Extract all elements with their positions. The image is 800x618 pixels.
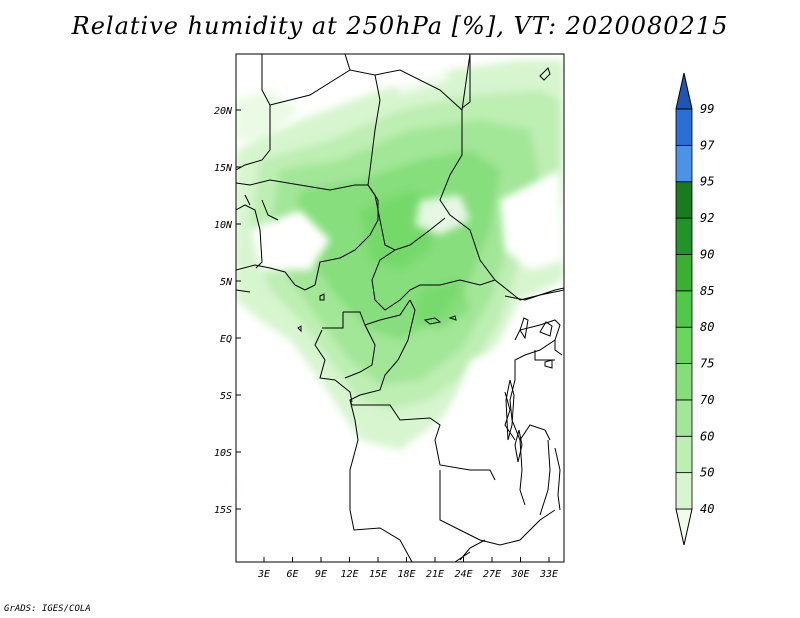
colorbar-label: 70 [700,393,714,407]
lon-tick-label: 3E [257,569,270,580]
lat-tick-label: 10N [214,220,233,231]
map-frame [235,53,565,563]
latitude-axis: 20N 15N 10N 5N EQ 5S 10S 15S [214,106,241,516]
colorbar-band [675,435,693,474]
lon-tick-label: 15E [369,569,387,580]
map-title: Relative humidity at 250hPa [%], VT: 202… [71,12,729,40]
lon-tick-label: 33E [539,569,558,580]
colorbar-high-extension [675,72,693,110]
colorbar-label: 85 [700,284,714,298]
colorbar-label: 50 [700,466,714,480]
colorbar-band [675,326,693,364]
colorbar-band [675,217,693,255]
lat-tick-label: 20N [214,106,233,117]
lat-tick-label: EQ [220,334,232,345]
colorbar-label: 92 [700,211,714,225]
humidity-field [236,60,564,562]
colorbar-band [675,363,693,401]
country-borders [236,54,564,562]
colorbar-label: 95 [700,175,714,189]
lat-tick-label: 10S [214,448,232,459]
longitude-axis: 3E 6E 9E 12E 15E 18E 21E 24E 27E 30E 33E [257,557,558,580]
colorbar-band [675,254,693,292]
lon-tick-label: 9E [315,569,327,580]
colorbar: 40 50 60 70 75 80 85 90 92 95 97 99 [675,72,715,546]
colorbar-band [675,181,693,219]
lon-tick-label: 6E [286,569,298,580]
colorbar-band [675,399,693,437]
lon-tick-label: 24E [454,569,472,580]
colorbar-label: 90 [700,247,714,261]
lon-tick-label: 27E [483,569,501,580]
lat-tick-label: 5S [220,391,232,402]
colorbar-low-extension [675,508,693,546]
lon-tick-label: 30E [510,569,529,580]
lat-tick-label: 15N [214,163,233,174]
colorbar-label: 99 [700,102,714,116]
lakes [297,67,553,463]
lat-tick-label: 15S [214,505,232,516]
colorbar-label: 97 [700,138,715,152]
colorbar-band [675,472,693,510]
colorbar-label: 40 [700,502,714,516]
colorbar-label: 80 [700,320,714,334]
lat-tick-label: 5N [220,277,233,288]
lon-tick-label: 18E [397,569,415,580]
lon-tick-label: 12E [340,569,358,580]
grads-credit: GrADS: IGES/COLA [4,604,91,614]
colorbar-band [675,108,693,146]
colorbar-label: 60 [700,429,714,443]
colorbar-band [675,144,693,183]
lon-tick-label: 21E [426,569,444,580]
colorbar-label: 75 [700,357,714,371]
colorbar-band [675,290,693,328]
